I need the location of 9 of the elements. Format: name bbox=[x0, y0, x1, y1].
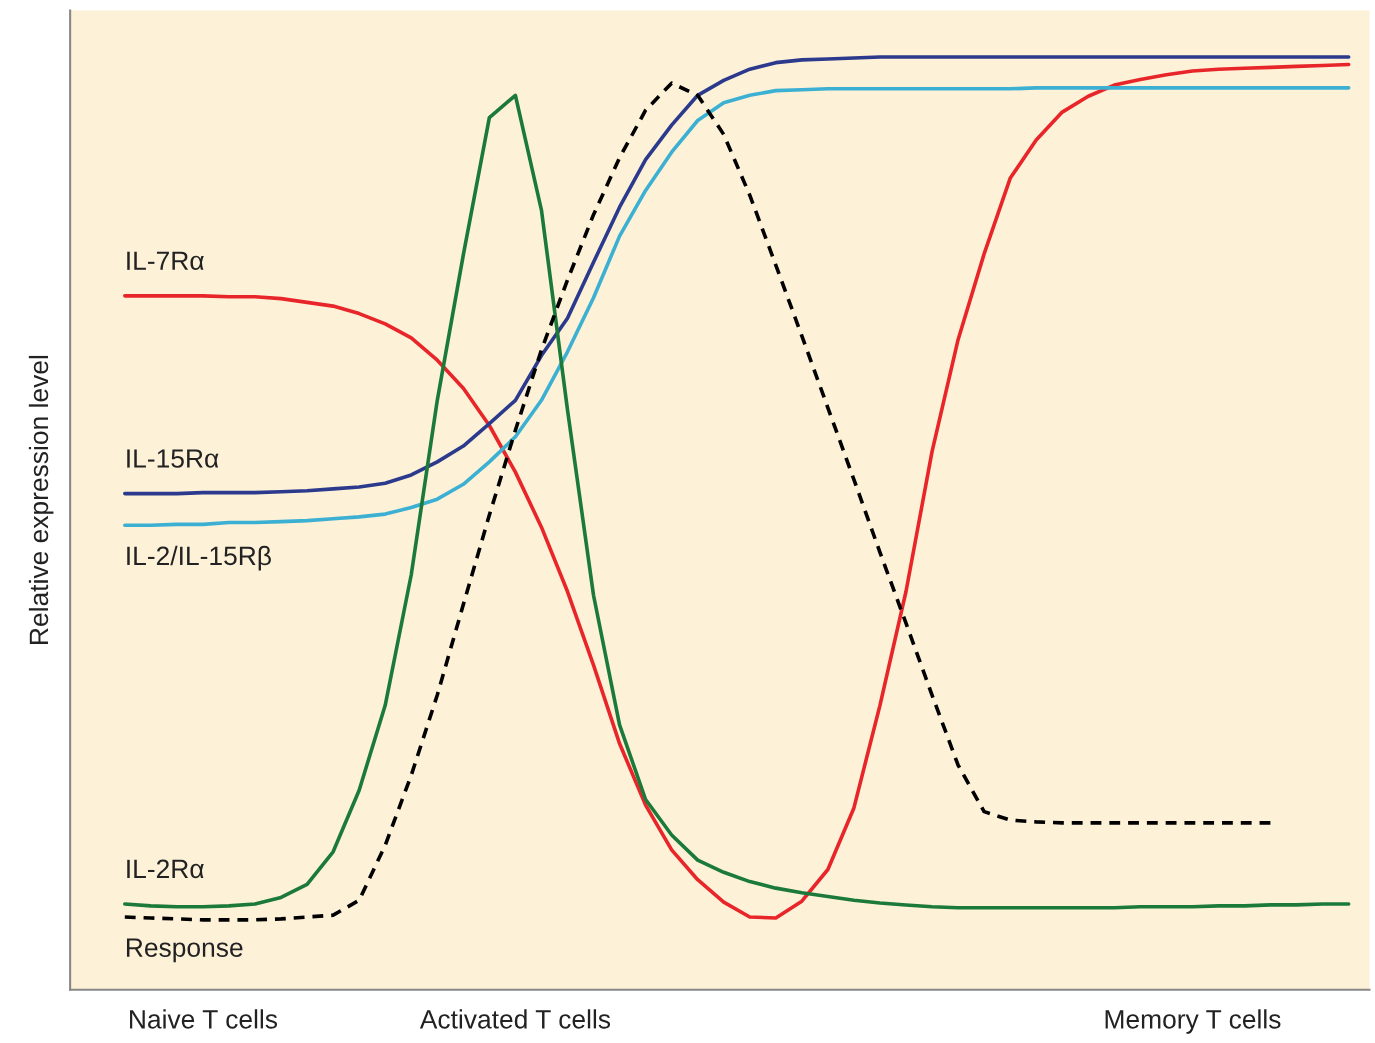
x-tick-label: Activated T cells bbox=[419, 1009, 611, 1029]
series-label: IL-7Rα bbox=[127, 251, 204, 271]
series-label: IL-2Rα bbox=[127, 859, 204, 879]
x-tick-label: Memory T cells bbox=[1105, 1009, 1281, 1034]
series-label: IL-2/IL-15Rβ bbox=[127, 545, 271, 571]
y-axis-title: Relative expression level bbox=[28, 355, 54, 644]
x-tick-label: Naive T cells bbox=[130, 1009, 278, 1029]
series-label: IL-15Rα bbox=[127, 449, 219, 468]
series-label: Response bbox=[126, 938, 243, 963]
